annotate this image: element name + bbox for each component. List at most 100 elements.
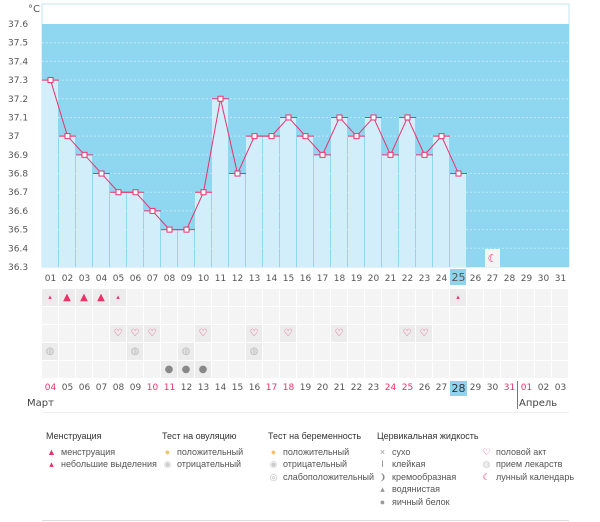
day-cell[interactable] [59, 325, 75, 342]
day-cell[interactable] [365, 343, 381, 360]
day-cell[interactable] [195, 307, 211, 324]
day-cell[interactable] [280, 343, 296, 360]
day-cell[interactable] [484, 307, 500, 324]
day-cell[interactable] [348, 289, 364, 306]
day-cell[interactable] [484, 343, 500, 360]
day-cell[interactable] [110, 307, 126, 324]
day-cell[interactable] [365, 325, 381, 342]
day-cell[interactable] [450, 325, 466, 342]
day-cell[interactable] [263, 343, 279, 360]
day-cell[interactable] [382, 343, 398, 360]
day-cell[interactable] [331, 307, 347, 324]
day-cell[interactable]: ▴ [42, 289, 58, 306]
day-cell[interactable] [416, 343, 432, 360]
day-cell[interactable] [518, 361, 534, 378]
day-cell[interactable] [76, 361, 92, 378]
day-cell[interactable] [552, 325, 568, 342]
day-cell[interactable]: ▴ [110, 289, 126, 306]
day-cell[interactable] [297, 343, 313, 360]
day-cell[interactable] [161, 307, 177, 324]
day-cell[interactable] [280, 307, 296, 324]
day-cell[interactable] [484, 325, 500, 342]
day-cell[interactable]: ♡ [280, 325, 296, 342]
day-cell[interactable] [263, 289, 279, 306]
day-cell[interactable] [382, 361, 398, 378]
day-cell[interactable]: ♡ [127, 325, 143, 342]
day-cell[interactable] [348, 325, 364, 342]
day-cell[interactable] [93, 325, 109, 342]
day-cell[interactable] [484, 289, 500, 306]
day-cell[interactable] [535, 343, 551, 360]
day-cell[interactable] [246, 307, 262, 324]
day-cell[interactable] [467, 289, 483, 306]
day-cell[interactable] [348, 343, 364, 360]
day-cell[interactable] [280, 289, 296, 306]
day-cell[interactable] [229, 361, 245, 378]
day-cell[interactable] [178, 325, 194, 342]
day-cell[interactable] [314, 307, 330, 324]
day-cell[interactable] [195, 289, 211, 306]
day-cell[interactable] [212, 325, 228, 342]
day-cell[interactable] [314, 325, 330, 342]
day-cell[interactable]: ♡ [416, 325, 432, 342]
day-cell[interactable] [552, 307, 568, 324]
day-cell[interactable] [59, 307, 75, 324]
day-cell[interactable] [314, 343, 330, 360]
day-cell[interactable] [178, 307, 194, 324]
day-cell[interactable] [467, 343, 483, 360]
day-cell[interactable] [433, 289, 449, 306]
day-cell[interactable] [144, 343, 160, 360]
day-cell[interactable] [297, 361, 313, 378]
day-cell[interactable] [144, 361, 160, 378]
day-cell[interactable] [535, 361, 551, 378]
day-cell[interactable] [501, 325, 517, 342]
day-cell[interactable] [229, 307, 245, 324]
day-cell[interactable] [314, 361, 330, 378]
day-cell[interactable] [399, 343, 415, 360]
day-cell[interactable] [365, 307, 381, 324]
day-cell[interactable] [518, 307, 534, 324]
day-cell[interactable] [518, 343, 534, 360]
day-cell[interactable] [93, 307, 109, 324]
day-cell[interactable] [42, 307, 58, 324]
day-cell[interactable] [127, 361, 143, 378]
day-cell[interactable]: ● [161, 361, 177, 378]
day-cell[interactable]: ▲ [76, 289, 92, 306]
day-cell[interactable] [518, 289, 534, 306]
day-cell[interactable] [144, 289, 160, 306]
day-cell[interactable] [110, 361, 126, 378]
day-cell[interactable] [399, 289, 415, 306]
day-cell[interactable] [382, 325, 398, 342]
day-cell[interactable] [382, 307, 398, 324]
day-cell[interactable]: ▴ [450, 289, 466, 306]
day-cell[interactable] [467, 361, 483, 378]
day-cell[interactable] [450, 307, 466, 324]
day-cell[interactable] [365, 361, 381, 378]
day-cell[interactable] [195, 343, 211, 360]
day-cell[interactable] [280, 361, 296, 378]
day-cell[interactable] [229, 325, 245, 342]
day-cell[interactable]: ♡ [195, 325, 211, 342]
day-cell[interactable]: ◍ [42, 343, 58, 360]
day-cell[interactable]: ♡ [110, 325, 126, 342]
day-cell[interactable] [42, 361, 58, 378]
day-cell[interactable] [416, 307, 432, 324]
day-cell[interactable]: ● [178, 361, 194, 378]
day-cell[interactable] [484, 361, 500, 378]
day-cell[interactable] [59, 361, 75, 378]
day-cell[interactable] [246, 361, 262, 378]
day-cell[interactable] [297, 289, 313, 306]
day-cell[interactable] [501, 361, 517, 378]
day-cell[interactable] [263, 361, 279, 378]
day-cell[interactable] [42, 325, 58, 342]
day-cell[interactable] [212, 343, 228, 360]
day-cell[interactable] [518, 325, 534, 342]
day-cell[interactable] [76, 325, 92, 342]
day-cell[interactable] [127, 307, 143, 324]
day-cell[interactable] [467, 307, 483, 324]
day-cell[interactable] [365, 289, 381, 306]
day-cell[interactable] [76, 343, 92, 360]
day-cell[interactable]: ♡ [246, 325, 262, 342]
day-cell[interactable] [501, 307, 517, 324]
day-cell[interactable] [382, 289, 398, 306]
